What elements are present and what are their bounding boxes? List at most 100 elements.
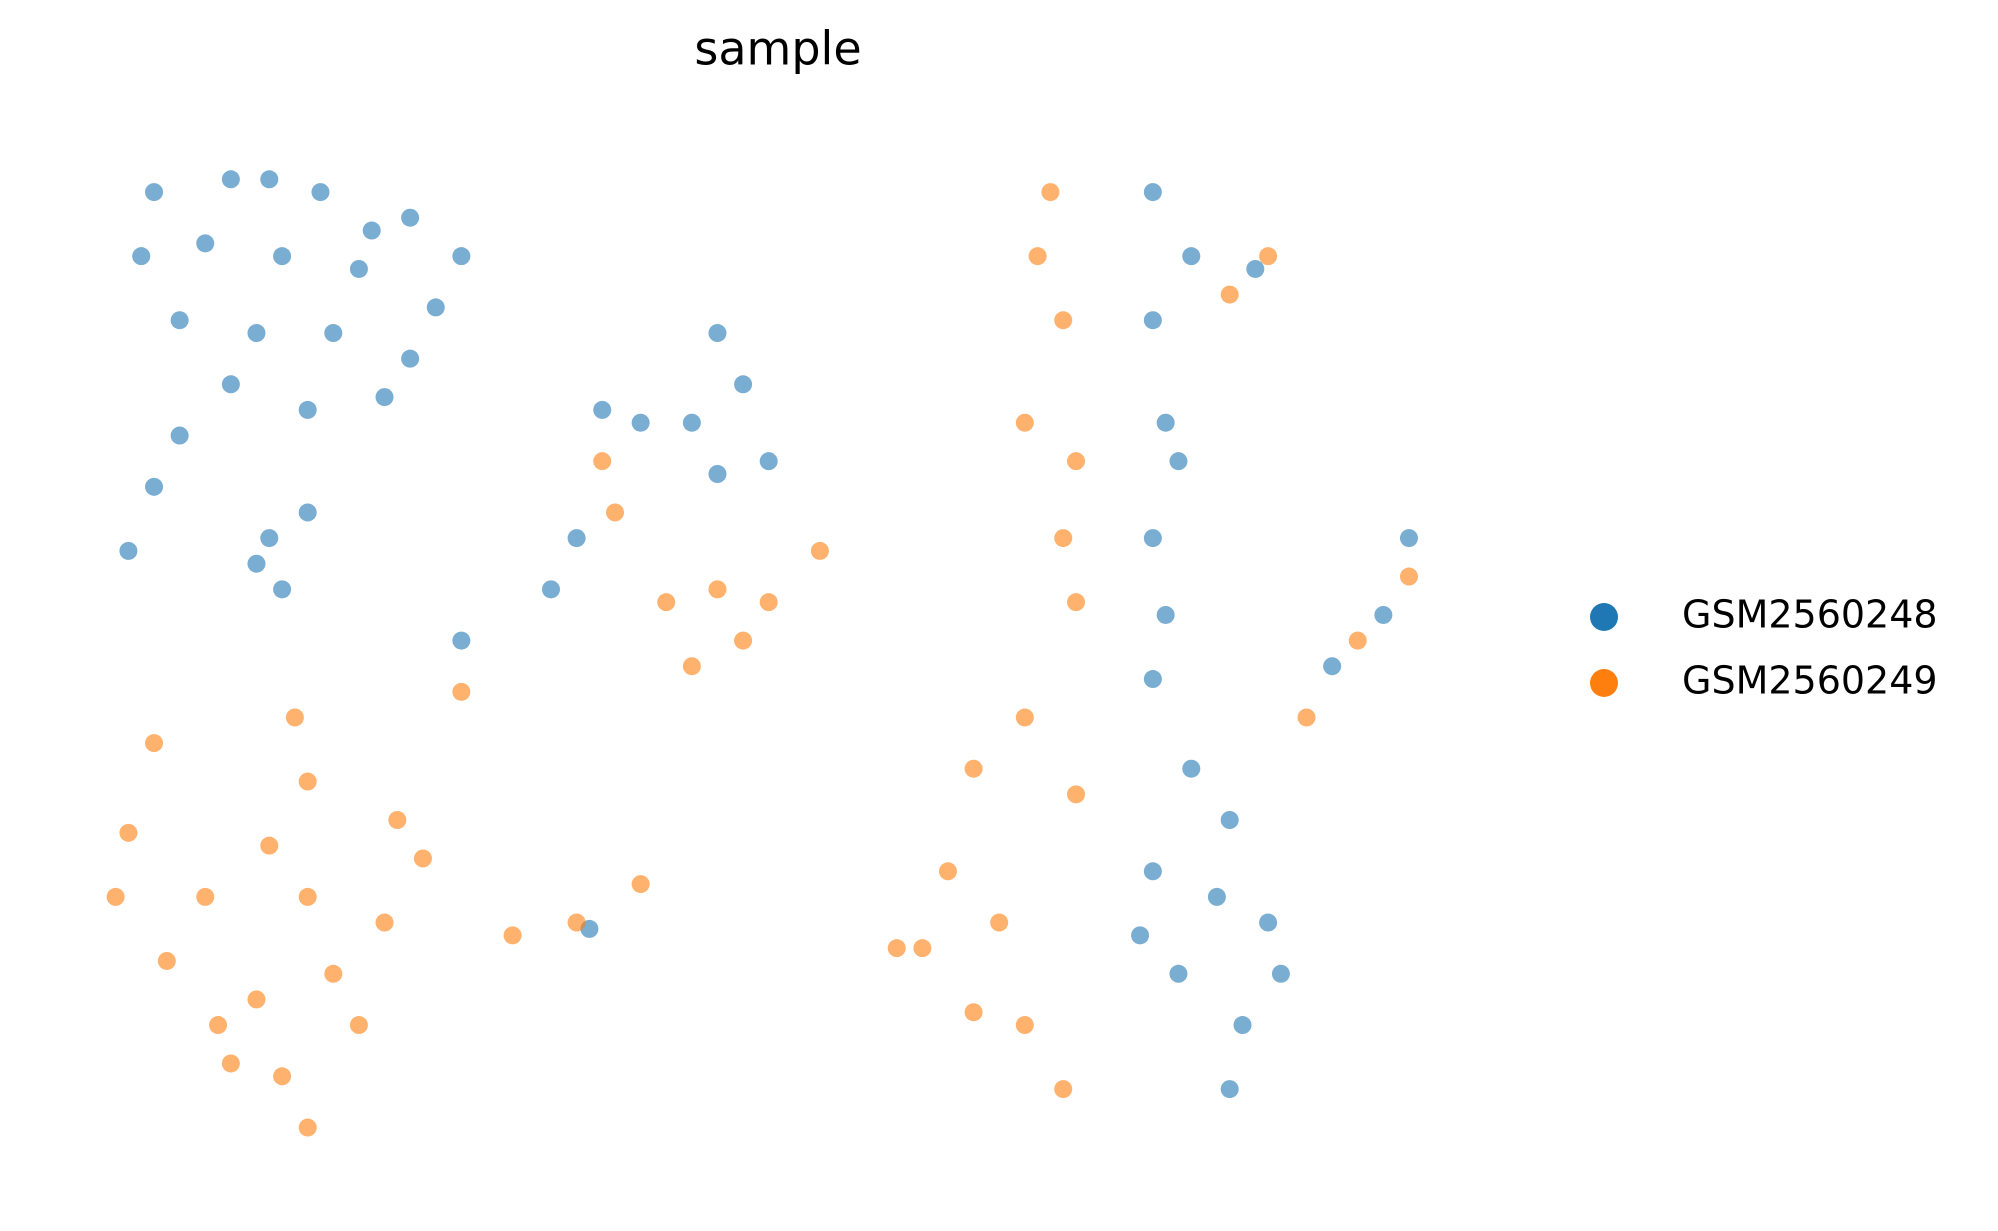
point [593,400,612,419]
point [1015,413,1034,432]
point [759,452,778,471]
point [196,234,215,253]
point [311,183,330,202]
point [145,183,164,202]
point [413,849,432,868]
point [1297,708,1316,727]
legend: GSM2560248 GSM2560249 [1590,593,1938,703]
point [1220,811,1239,829]
point [1028,247,1047,266]
point [170,426,189,445]
point [990,913,1009,932]
point [401,208,420,227]
point [401,349,420,368]
point [247,990,266,1009]
legend-label: GSM2560248 [1682,593,1938,637]
chart-title: sample [694,22,861,76]
point [452,682,471,701]
point [1054,1080,1073,1099]
point [119,541,138,560]
point [298,400,317,419]
point [593,452,612,471]
point [708,580,727,599]
point [106,887,125,906]
point [426,298,445,317]
point [1399,529,1418,548]
point [132,247,151,266]
point [1374,605,1393,624]
point [452,631,471,650]
point [375,388,394,407]
point [260,170,279,189]
point [247,324,266,343]
point [542,580,560,599]
point [324,324,343,343]
point [1054,529,1073,548]
point [273,247,292,266]
point [567,913,586,932]
point [938,862,957,881]
point [1067,785,1086,804]
point [349,1016,368,1035]
point [887,939,906,958]
point [362,221,381,240]
point [1143,862,1162,881]
point [913,939,932,958]
point [1156,605,1175,624]
point [1169,964,1188,983]
point [1156,413,1175,432]
point [196,887,215,906]
point [260,836,279,855]
point [349,259,368,278]
point [606,503,625,522]
point [631,875,650,894]
point [221,1054,240,1073]
point [1143,183,1162,202]
point [324,964,343,983]
point [964,1003,983,1022]
point [1054,311,1073,330]
legend-marker [1590,603,1618,631]
point [1143,311,1162,330]
point [1348,631,1367,650]
point [273,580,292,599]
point [157,951,176,970]
point [1271,964,1290,983]
point [1143,529,1162,548]
point [145,477,164,496]
point [1143,670,1162,689]
point [1399,567,1418,586]
point [682,657,701,676]
point [1169,452,1188,471]
point [631,413,650,432]
point [260,529,279,548]
point [1259,913,1278,932]
point [209,1016,228,1035]
point [285,708,304,727]
point [375,913,394,932]
point [708,465,727,483]
point [1259,247,1278,266]
point [1182,247,1201,266]
point [298,772,317,791]
point [503,926,522,945]
point [567,529,586,548]
point [452,247,471,266]
point [708,324,727,343]
legend-label: GSM2560249 [1682,659,1938,703]
point [273,1067,292,1086]
point [170,311,189,330]
point [1220,1080,1239,1099]
point [1131,926,1150,945]
point [1041,183,1060,202]
point [1220,285,1239,304]
point [1067,452,1086,471]
point [1015,708,1034,727]
point [1207,887,1226,906]
point [247,554,266,573]
point [221,170,240,189]
point [298,1118,317,1137]
point [810,541,829,560]
point [221,375,240,394]
